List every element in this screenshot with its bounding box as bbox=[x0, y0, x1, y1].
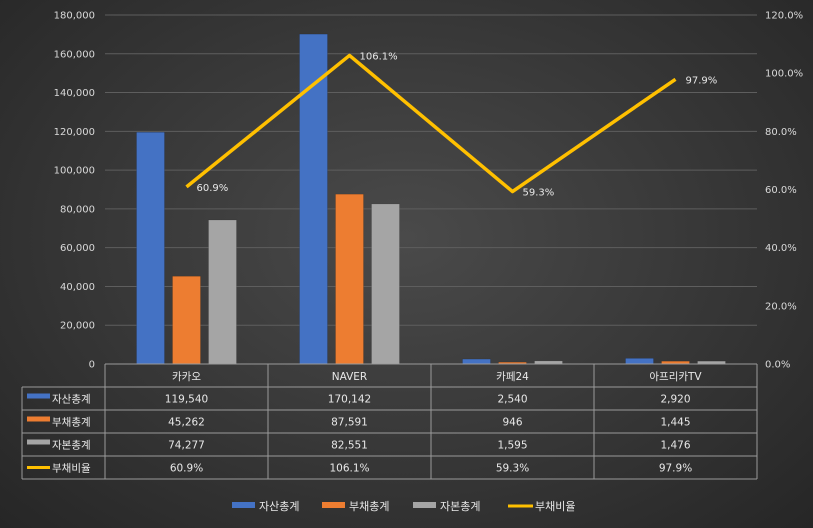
line-data-label: 106.1% bbox=[360, 51, 398, 62]
table-legend-key-1 bbox=[27, 393, 50, 399]
legend-key-3 bbox=[413, 502, 436, 508]
x-category-label: 카카오 bbox=[172, 371, 201, 383]
y-tick-right: 60.0% bbox=[765, 185, 797, 196]
table-cell: 45,262 bbox=[168, 417, 205, 429]
y-tick-right: 120.0% bbox=[765, 11, 803, 22]
y-tick-left: 160,000 bbox=[54, 49, 95, 60]
line-data-label: 60.9% bbox=[197, 183, 229, 194]
table-cell: 946 bbox=[502, 417, 522, 429]
y-tick-left: 60,000 bbox=[60, 243, 95, 254]
table-cell: 74,277 bbox=[168, 440, 205, 452]
table-cell: 82,551 bbox=[331, 440, 368, 452]
y-tick-left: 180,000 bbox=[54, 11, 95, 22]
bar-1-2 bbox=[299, 33, 328, 365]
bar-2-1 bbox=[172, 275, 201, 365]
bar-2-2 bbox=[335, 193, 364, 365]
bar-3-1 bbox=[208, 219, 237, 365]
table-cell: 1,476 bbox=[660, 440, 690, 452]
legend-label: 자본총계 bbox=[440, 500, 480, 513]
y-tick-right: 0.0% bbox=[765, 360, 790, 371]
table-cell: 87,591 bbox=[331, 417, 368, 429]
table-cell: 59.3% bbox=[496, 463, 529, 475]
legend-label: 자산총계 bbox=[259, 500, 299, 513]
table-cell: 60.9% bbox=[170, 463, 203, 475]
y-tick-right: 80.0% bbox=[765, 127, 797, 138]
table-cell: 97.9% bbox=[659, 463, 692, 475]
y-tick-left: 0 bbox=[89, 360, 95, 371]
x-category-label: 카페24 bbox=[496, 371, 529, 383]
bar-1-1 bbox=[136, 131, 165, 365]
bar-3-2 bbox=[371, 203, 400, 365]
x-category-label: 아프리카TV bbox=[649, 371, 702, 383]
table-cell: 2,540 bbox=[497, 394, 527, 406]
y-tick-right: 40.0% bbox=[765, 243, 797, 254]
y-tick-right: 20.0% bbox=[765, 301, 797, 312]
y-tick-left: 100,000 bbox=[54, 166, 95, 177]
bar-1-3 bbox=[462, 358, 491, 365]
table-legend-key-2 bbox=[27, 416, 50, 422]
table-cell: 1,445 bbox=[660, 417, 690, 429]
table-row-label: 부채비율 bbox=[52, 463, 91, 475]
y-tick-left: 80,000 bbox=[60, 204, 95, 215]
table-cell: 119,540 bbox=[165, 394, 208, 406]
y-tick-right: 100.0% bbox=[765, 69, 803, 80]
table-row-label: 자본총계 bbox=[52, 440, 91, 452]
table-cell: 170,142 bbox=[328, 394, 371, 406]
y-tick-left: 120,000 bbox=[54, 127, 95, 138]
table-cell: 1,595 bbox=[497, 440, 527, 452]
table-cell: 2,920 bbox=[660, 394, 690, 406]
line-series-4 bbox=[185, 53, 677, 194]
y-tick-left: 20,000 bbox=[60, 321, 95, 332]
line-data-label: 97.9% bbox=[686, 75, 718, 86]
legend-label: 부채총계 bbox=[349, 500, 389, 513]
line-data-label: 59.3% bbox=[523, 188, 555, 199]
table-cell: 106.1% bbox=[329, 463, 369, 475]
legend-label: 부채비율 bbox=[535, 500, 575, 513]
y-tick-left: 40,000 bbox=[60, 282, 95, 293]
table-legend-key-3 bbox=[27, 439, 50, 445]
table-row-label: 자산총계 bbox=[52, 394, 91, 406]
y-tick-left: 140,000 bbox=[54, 88, 95, 99]
table-row-label: 부채총계 bbox=[52, 417, 91, 429]
bar-1-4 bbox=[625, 358, 654, 365]
legend-key-1 bbox=[232, 502, 255, 508]
x-category-label: NAVER bbox=[332, 371, 367, 383]
legend-key-2 bbox=[322, 502, 345, 508]
